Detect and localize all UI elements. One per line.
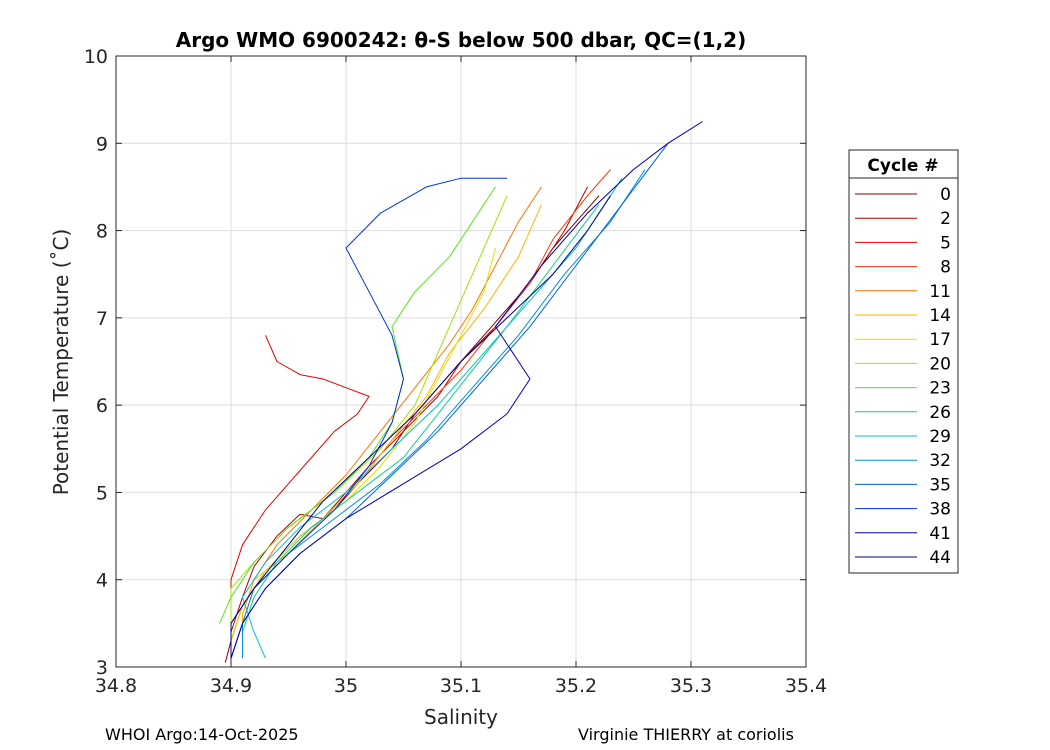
x-tick-label: 35.3 [670, 675, 712, 697]
y-tick-label: 9 [96, 133, 108, 155]
series-layer [219, 121, 703, 663]
legend-label: 38 [929, 500, 951, 520]
x-tick-label: 35 [334, 675, 358, 697]
y-tick-label: 4 [96, 570, 108, 592]
x-tick-label: 35.2 [555, 675, 597, 697]
legend-label: 32 [929, 451, 951, 471]
series-line-cycle-32 [242, 169, 646, 659]
footer-left: WHOI Argo:14-Oct-2025 [105, 725, 299, 744]
series-line-cycle-5 [230, 335, 370, 659]
x-tick-label: 35.4 [785, 675, 827, 697]
x-tick-label: 34.8 [95, 675, 137, 697]
legend-label: 0 [940, 185, 951, 205]
legend-label: 17 [929, 330, 951, 350]
axis-ticks: 34.8 34.9 35 35.1 35.2 35.3 35.4 3 4 5 6 7 8 9 10 [84, 46, 827, 697]
legend-label: 29 [929, 427, 951, 447]
legend-label: 11 [929, 282, 951, 302]
series-line-cycle-44 [230, 195, 611, 659]
legend-title: Cycle # [867, 156, 938, 176]
x-axis-label: Salinity [424, 705, 498, 729]
y-tick-label: 3 [96, 657, 108, 679]
legend-label: 20 [929, 354, 951, 374]
x-tick-label: 34.9 [210, 675, 252, 697]
y-tick-label: 6 [96, 395, 108, 417]
y-axis-label: Potential Temperature (˚C) [49, 229, 73, 496]
x-tick-label: 35.1 [440, 675, 482, 697]
legend-box [848, 149, 959, 574]
legend-label: 23 [929, 379, 951, 399]
legend-entries: 0 2 5 8 11 14 17 20 23 26 29 32 35 38 41 44 [855, 185, 951, 568]
y-tick-label: 5 [96, 482, 108, 504]
legend-label: 8 [940, 258, 951, 278]
legend: Cycle # 0 2 5 8 11 14 17 20 23 26 29 32 35 38 41 44 [848, 149, 959, 574]
legend-label: 35 [929, 475, 951, 495]
chart-title: Argo WMO 6900242: θ-S below 500 dbar, QC… [176, 28, 746, 52]
series-line-cycle-20 [230, 195, 508, 624]
y-tick-label: 8 [96, 221, 108, 243]
series-line-cycle-38 [230, 177, 507, 659]
legend-label: 26 [929, 403, 951, 423]
y-tick-label: 10 [84, 46, 108, 68]
y-tick-label: 7 [96, 308, 108, 330]
series-line-cycle-14 [242, 204, 542, 650]
footer-right: Virginie THIERRY at coriolis [578, 725, 794, 744]
legend-label: 44 [929, 548, 951, 568]
legend-label: 2 [940, 209, 951, 229]
series-line-cycle-17 [230, 247, 496, 641]
legend-label: 41 [929, 524, 951, 544]
series-line-cycle-26 [242, 204, 600, 633]
legend-label: 5 [940, 233, 951, 253]
series-line-cycle-41 [230, 121, 703, 659]
legend-label: 14 [929, 306, 951, 326]
